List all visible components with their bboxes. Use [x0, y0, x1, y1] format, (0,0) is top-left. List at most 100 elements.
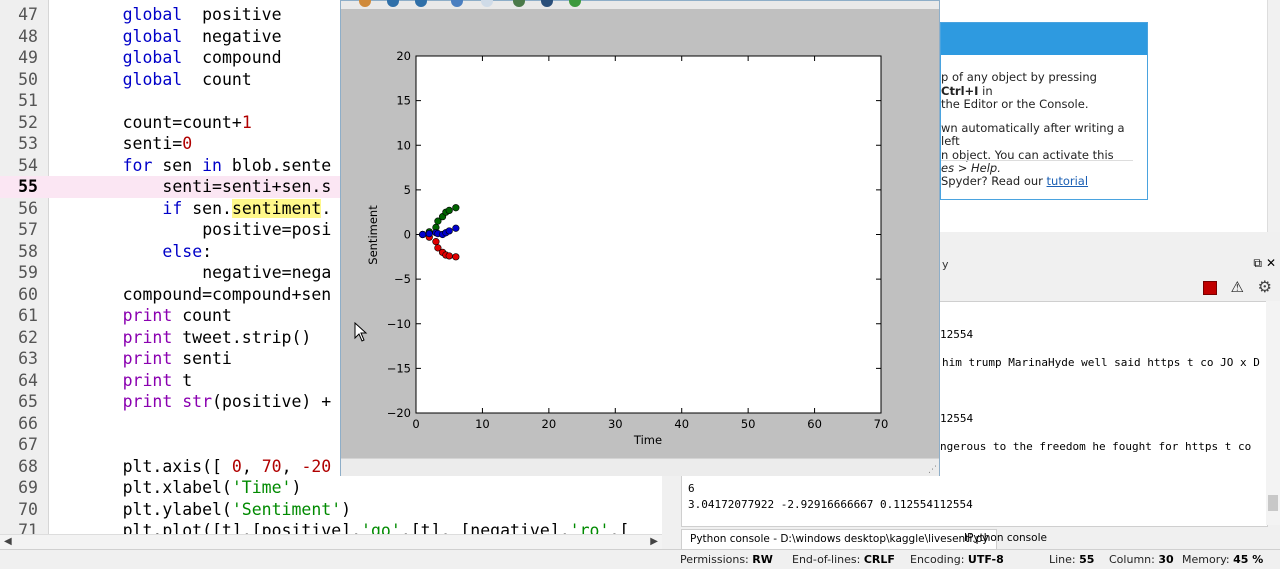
code-line[interactable]: 63 print senti: [0, 348, 662, 370]
console-vertical-scrollbar[interactable]: [1266, 301, 1280, 525]
status-memory-label: Memory:: [1182, 553, 1230, 566]
line-number: 51: [18, 91, 38, 110]
resize-grip-icon[interactable]: ⋰: [928, 465, 937, 475]
line-number: 57: [18, 220, 38, 239]
code-text: print count: [122, 306, 232, 325]
plot-area: [415, 55, 882, 414]
back-icon[interactable]: [415, 0, 427, 7]
warning-icon[interactable]: ⚠: [1230, 278, 1244, 296]
code-text: for sen in blob.sente: [122, 155, 332, 175]
line-number: 68: [18, 456, 38, 476]
help-line-3: wn automatically after writing a left: [941, 120, 1125, 148]
code-line[interactable]: 48 global negative: [0, 26, 662, 48]
code-line[interactable]: 61 print count: [0, 305, 662, 327]
mouse-cursor-icon: [354, 322, 368, 342]
code-line[interactable]: 70 plt.ylabel('Sentiment'): [0, 499, 662, 521]
code-text: global compound: [122, 48, 282, 67]
code-line[interactable]: 69 plt.xlabel('Time'): [0, 477, 662, 499]
code-text: print str(positive) +: [122, 392, 332, 411]
console-output-line: 12554: [940, 412, 974, 425]
scroll-left-icon[interactable]: ◀: [4, 536, 12, 547]
close-icon[interactable]: ✕: [1265, 256, 1276, 270]
home-icon[interactable]: [387, 0, 399, 7]
data-point: [445, 227, 453, 235]
edit-icon[interactable]: [569, 0, 581, 7]
help-vertical-scrollbar[interactable]: [1267, 0, 1280, 232]
status-encoding: Encoding: UTF-8: [910, 553, 1004, 566]
code-text: print senti: [122, 349, 232, 368]
line-number: 54: [18, 155, 38, 175]
figure-status-bar: ⋰: [341, 458, 939, 476]
y-tick-label: −10: [387, 317, 411, 331]
code-line[interactable]: 53 senti=0: [0, 133, 662, 155]
code-text: senti=0: [122, 134, 193, 153]
line-number: 50: [18, 69, 38, 89]
line-number: 52: [18, 112, 38, 132]
status-column-value: 30: [1158, 553, 1174, 566]
code-line[interactable]: 62 print tweet.strip(): [0, 327, 662, 349]
console-output-line: 3.04172077922 -2.92916666667 0.112554112…: [688, 498, 973, 511]
x-axis-label: Time: [633, 433, 662, 447]
gear-icon[interactable]: ⚙: [1257, 277, 1272, 296]
figure-toolbar: [341, 0, 939, 9]
scrollbar-thumb[interactable]: [1268, 495, 1278, 511]
code-line[interactable]: 51: [0, 90, 662, 112]
status-column-label: Column:: [1109, 553, 1155, 566]
code-line[interactable]: 50 global count: [0, 69, 662, 91]
zoom-icon[interactable]: [481, 0, 493, 7]
tutorial-link[interactable]: tutorial: [1046, 174, 1089, 188]
line-number-gutter: [0, 0, 49, 534]
line-number: 47: [18, 5, 38, 24]
code-line[interactable]: 68 plt.axis([ 0, 70, -20: [0, 456, 662, 478]
line-number: 69: [18, 478, 38, 497]
code-line[interactable]: 52 count=count+1: [0, 112, 662, 134]
figure-window[interactable]: 0 10 20 30 40 50 60 70 20 15 10 5 0 −5 −10 −15 −20 Time …: [340, 0, 940, 476]
save-icon[interactable]: [359, 0, 371, 7]
code-line[interactable]: 66: [0, 413, 662, 435]
subplots-icon[interactable]: [513, 0, 525, 7]
line-number: 53: [18, 134, 38, 153]
save-figure-icon[interactable]: [541, 0, 553, 7]
help-line-2: the Editor or the Console.: [941, 97, 1089, 111]
code-line[interactable]: 60 compound=compound+sen: [0, 284, 662, 306]
line-number: 62: [18, 327, 38, 347]
code-line[interactable]: 47 global positive: [0, 4, 662, 26]
code-line[interactable]: 67: [0, 434, 662, 456]
code-line[interactable]: 64 print t: [0, 370, 662, 392]
code-text: else:: [162, 241, 213, 261]
status-line: Line: 55: [1049, 553, 1094, 566]
code-text: count=count+1: [122, 112, 252, 132]
stop-icon[interactable]: [1203, 281, 1217, 295]
x-tick-label: 70: [874, 417, 889, 431]
code-line[interactable]: 65 print str(positive) +: [0, 391, 662, 413]
tab-python-console[interactable]: Python console - D:\windows desktop\kagg…: [681, 529, 998, 549]
undock-icon[interactable]: ⧉: [1253, 256, 1262, 270]
code-line[interactable]: 49 global compound: [0, 47, 662, 69]
code-line[interactable]: 58 else:: [0, 241, 662, 263]
status-permissions-label: Permissions:: [680, 553, 749, 566]
editor-horizontal-scrollbar[interactable]: ◀ ▶: [0, 534, 662, 549]
line-number: 70: [18, 499, 38, 519]
line-number: 65: [18, 392, 38, 411]
pan-icon[interactable]: [451, 0, 463, 7]
scroll-right-icon[interactable]: ▶: [650, 536, 658, 547]
data-point: [452, 253, 460, 261]
line-number: 55: [18, 177, 38, 196]
code-text: global negative: [122, 26, 282, 46]
help-divider: [941, 160, 1133, 161]
code-line[interactable]: 54 for sen in blob.sente: [0, 155, 662, 177]
code-line[interactable]: 56 if sen.sentiment.: [0, 198, 662, 220]
code-text: plt.ylabel('Sentiment'): [122, 499, 352, 519]
x-tick-label: 60: [807, 417, 822, 431]
code-text: print tweet.strip(): [122, 327, 312, 347]
code-line[interactable]: 57 positive=posi: [0, 219, 662, 241]
x-tick-label: 40: [674, 417, 689, 431]
code-line[interactable]: 59 negative=nega: [0, 262, 662, 284]
data-point: [452, 224, 460, 232]
console-output-line: 6: [688, 482, 695, 495]
status-memory: Memory: 45 %: [1182, 553, 1263, 566]
x-tick-label: 10: [475, 417, 490, 431]
y-tick-label: 15: [396, 94, 411, 108]
data-point: [445, 206, 453, 215]
tab-ipython-console[interactable]: IPython console: [964, 532, 1047, 544]
